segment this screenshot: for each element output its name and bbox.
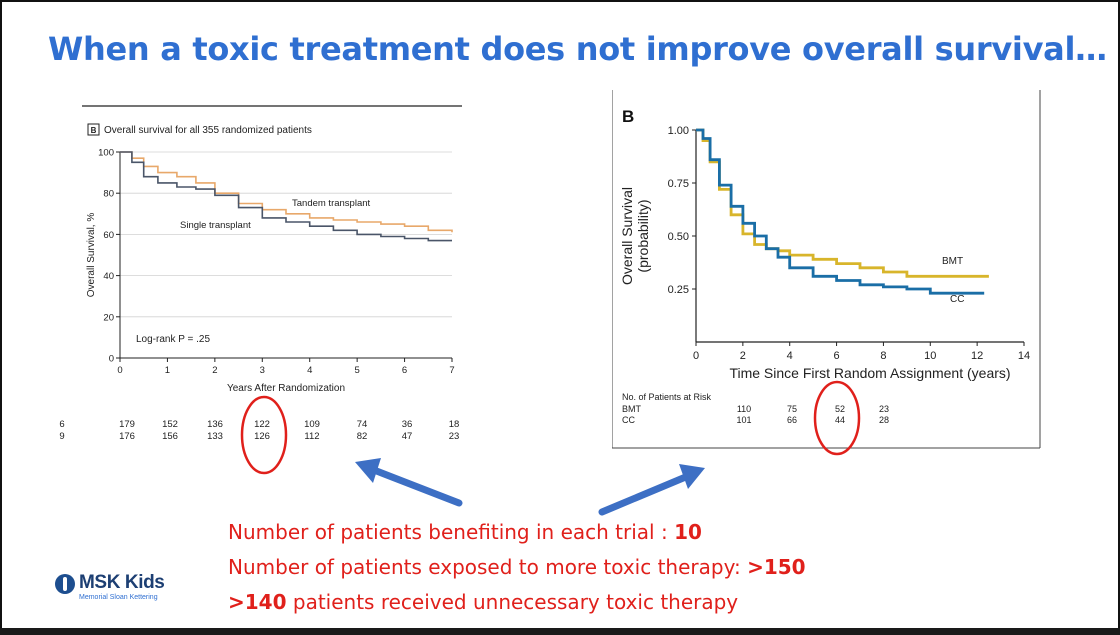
panel-label-box bbox=[87, 123, 100, 136]
single-survival-curve bbox=[120, 151, 452, 242]
left-at-risk-single-value: 82 bbox=[357, 431, 368, 442]
tandem-series-label: Tandem transplant bbox=[292, 198, 371, 209]
left-x-tick-label: 7 bbox=[449, 365, 454, 376]
left-at-risk-single-value: 9 bbox=[59, 431, 64, 442]
right-y-axis-label-line1: Overall Survival bbox=[619, 187, 635, 285]
logrank-annotation: Log-rank P = .25 bbox=[136, 334, 210, 345]
exposed-value: >150 bbox=[747, 555, 806, 579]
left-at-risk-single-value: 176 bbox=[119, 431, 135, 442]
left-at-risk-tandem-value: 36 bbox=[402, 419, 413, 430]
left-y-tick-label: 40 bbox=[103, 271, 114, 282]
at-risk-value: 23 bbox=[879, 404, 889, 414]
logo-subtitle: Memorial Sloan Kettering bbox=[79, 594, 158, 601]
at-risk-row-label: CC bbox=[622, 415, 635, 425]
panel-label: B bbox=[622, 107, 634, 126]
left-y-tick-label: 0 bbox=[109, 354, 114, 365]
benefit-text: Number of patients benefiting in each tr… bbox=[228, 520, 675, 544]
bmt-survival-curve bbox=[696, 128, 989, 278]
right-x-tick-label: 14 bbox=[1018, 350, 1030, 362]
left-y-tick-label: 60 bbox=[103, 230, 114, 241]
at-risk-row-label: BMT bbox=[622, 404, 642, 414]
right-x-tick-label: 12 bbox=[971, 350, 983, 362]
right-y-tick-label: 0.50 bbox=[668, 231, 689, 243]
left-x-tick-label: 1 bbox=[165, 365, 170, 376]
right-x-tick-label: 8 bbox=[880, 350, 886, 362]
left-x-tick-label: 3 bbox=[260, 365, 265, 376]
cc-survival-curve bbox=[696, 128, 985, 295]
left-at-risk-single-value: 23 bbox=[449, 431, 460, 442]
left-at-risk-tandem-value: 152 bbox=[162, 419, 178, 430]
exposed-text: Number of patients exposed to more toxic… bbox=[228, 555, 748, 579]
right-x-tick-label: 4 bbox=[787, 350, 793, 362]
at-risk-value: 101 bbox=[736, 415, 751, 425]
bmt-series-label: BMT bbox=[942, 256, 963, 267]
left-x-tick-label: 4 bbox=[307, 365, 312, 376]
right-x-tick-label: 2 bbox=[740, 350, 746, 362]
unnecessary-value: >140 bbox=[228, 590, 287, 614]
cc-series-label: CC bbox=[950, 294, 964, 305]
exposed-line: Number of patients exposed to more toxic… bbox=[228, 555, 806, 579]
left-x-tick-label: 6 bbox=[402, 365, 407, 376]
at-risk-value: 110 bbox=[737, 404, 751, 414]
at-risk-value: 52 bbox=[835, 404, 845, 414]
left-y-tick-label: 100 bbox=[98, 148, 114, 159]
right-x-tick-label: 6 bbox=[834, 350, 840, 362]
slide-title: When a toxic treatment does not improve … bbox=[48, 30, 1107, 68]
left-x-axis-label: Years After Randomization bbox=[227, 383, 345, 394]
left-y-tick-label: 80 bbox=[103, 189, 114, 200]
msk-kids-logo: MSK Kids Memorial Sloan Kettering bbox=[55, 572, 175, 608]
at-risk-header: No. of Patients at Risk bbox=[622, 392, 712, 402]
right-x-axis-label: Time Since First Random Assignment (year… bbox=[729, 365, 1010, 381]
right-y-axis-label-line2: (probability) bbox=[635, 199, 651, 272]
left-at-risk-tandem-value: 179 bbox=[119, 419, 135, 430]
left-x-tick-label: 2 bbox=[212, 365, 217, 376]
left-at-risk-tandem-value: 74 bbox=[357, 419, 368, 430]
left-x-tick-label: 5 bbox=[354, 365, 359, 376]
left-at-risk-tandem-value: 136 bbox=[207, 419, 223, 430]
at-risk-value: 75 bbox=[787, 404, 797, 414]
right-survival-chart: B 0.25 0.50 0.75 1.00 0 2 4 6 8 10 12 14 Time Since F… bbox=[612, 90, 1041, 449]
left-survival-chart: B Overall survival for all 355 randomized… bbox=[59, 105, 462, 442]
left-at-risk-tandem-value: 122 bbox=[254, 419, 270, 430]
left-x-tick-label: 0 bbox=[117, 365, 122, 376]
left-at-risk-tandem-value: 18 bbox=[449, 419, 460, 430]
right-y-tick-label: 0.25 bbox=[668, 284, 689, 296]
right-x-tick-label: 0 bbox=[693, 350, 699, 362]
left-at-risk-single-value: 126 bbox=[254, 431, 270, 442]
left-at-risk-single-value: 112 bbox=[304, 431, 319, 442]
right-x-tick-label: 10 bbox=[924, 350, 936, 362]
left-at-risk-single-value: 156 bbox=[162, 431, 178, 442]
panel-label: B bbox=[91, 126, 97, 135]
left-at-risk-single-value: 133 bbox=[207, 431, 223, 442]
left-y-tick-label: 20 bbox=[103, 312, 114, 323]
left-y-axis-label: Overall Survival, % bbox=[86, 213, 97, 298]
benefit-value: 10 bbox=[674, 520, 702, 544]
unnecessary-text: patients received unnecessary toxic ther… bbox=[286, 590, 739, 614]
right-y-tick-label: 0.75 bbox=[668, 178, 689, 190]
single-series-label: Single transplant bbox=[180, 220, 251, 231]
benefit-line: Number of patients benefiting in each tr… bbox=[228, 520, 702, 544]
logo-name: MSK Kids bbox=[79, 572, 165, 593]
at-risk-value: 28 bbox=[879, 415, 889, 425]
bottom-bar bbox=[0, 628, 1120, 635]
at-risk-value: 66 bbox=[787, 415, 797, 425]
left-at-risk-single-value: 47 bbox=[402, 431, 413, 442]
at-risk-value: 44 bbox=[835, 415, 845, 425]
left-chart-title: Overall survival for all 355 randomized … bbox=[104, 125, 312, 136]
left-at-risk-tandem-value: 109 bbox=[304, 419, 320, 430]
msk-logo-icon bbox=[55, 574, 75, 594]
unnecessary-line: >140 patients received unnecessary toxic… bbox=[228, 590, 738, 614]
left-at-risk-tandem-value: 6 bbox=[59, 419, 64, 430]
right-y-tick-label: 1.00 bbox=[668, 125, 689, 137]
